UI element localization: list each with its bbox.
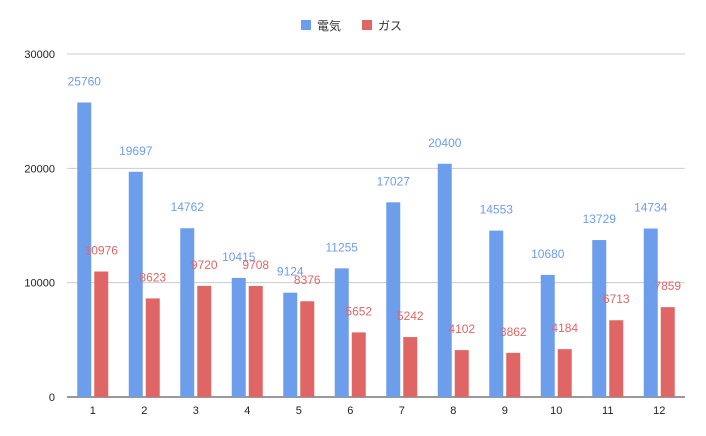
data-label-denki-6: 11255: [326, 240, 359, 254]
data-label-gas-9: 3862: [500, 325, 527, 339]
data-label-gas-6: 5652: [345, 304, 372, 318]
x-tick-label: 1: [90, 405, 96, 417]
bar-gas-11: [609, 320, 624, 397]
x-tick-label: 5: [296, 405, 302, 417]
data-label-gas-3: 9720: [191, 258, 218, 272]
bar-denki-10: [540, 274, 555, 397]
bar-denki-8: [437, 163, 452, 397]
bar-gas-3: [197, 285, 212, 397]
data-label-gas-7: 5242: [397, 309, 424, 323]
x-tick-label: 6: [347, 405, 353, 417]
data-label-denki-4: 10415: [222, 250, 256, 264]
x-axis-ticks: 1 2 3 4 5 6 7 8 9 10 11 12: [90, 405, 666, 417]
bar-denki-4: [231, 277, 246, 397]
x-tick-label: 12: [653, 405, 665, 417]
x-tick-label: 7: [399, 405, 405, 417]
bar-gas-10: [557, 349, 572, 397]
data-label-denki-3: 14762: [171, 200, 205, 214]
data-label-denki-11: 13729: [583, 212, 617, 226]
data-label-gas-8: 4102: [448, 322, 475, 336]
x-tick-label: 11: [602, 405, 613, 417]
data-label-gas-10: 4184: [551, 321, 578, 335]
data-label-denki-8: 20400: [428, 136, 462, 150]
data-label-gas-11: 6713: [603, 292, 630, 306]
bar-denki-7: [386, 202, 401, 397]
bars: [77, 102, 675, 398]
x-tick-label: 10: [550, 405, 562, 417]
bar-gas-2: [145, 298, 160, 397]
bar-gas-5: [300, 301, 315, 397]
data-label-denki-10: 10680: [531, 247, 565, 261]
bar-gas-8: [454, 350, 469, 397]
y-tick-label: 20000: [24, 163, 55, 175]
bar-denki-2: [128, 171, 143, 397]
bar-gas-12: [660, 307, 675, 397]
data-label-denki-9: 14553: [480, 203, 514, 217]
bar-gas-6: [351, 332, 366, 397]
gridlines: [67, 53, 685, 398]
y-axis-ticks: 0 10000 20000 30000: [24, 49, 55, 404]
bar-denki-11: [592, 240, 607, 397]
data-label-denki-1: 25760: [68, 74, 102, 88]
bar-denki-12: [643, 228, 658, 397]
legend-label-gas: ガス: [378, 19, 402, 33]
legend: 電気 ガス: [301, 18, 402, 33]
x-tick-label: 4: [244, 405, 250, 417]
y-tick-label: 10000: [24, 278, 55, 290]
bar-gas-4: [248, 286, 263, 397]
data-label-denki-12: 14734: [634, 201, 668, 215]
y-tick-label: 30000: [24, 49, 55, 61]
data-label-gas-12: 7859: [654, 279, 681, 293]
bar-denki-9: [489, 230, 504, 397]
bar-denki-5: [283, 292, 298, 397]
data-label-denki-7: 17027: [377, 174, 411, 188]
legend-swatch-gas: [362, 20, 372, 30]
x-tick-label: 9: [502, 405, 508, 417]
legend-label-denki: 電気: [317, 18, 341, 33]
x-tick-label: 2: [141, 405, 147, 417]
data-label-denki-5: 9124: [277, 265, 304, 279]
x-tick-label: 3: [193, 405, 199, 417]
legend-swatch-denki: [301, 20, 311, 30]
bar-denki-1: [77, 102, 92, 398]
bar-gas-1: [94, 271, 109, 397]
data-label-denki-2: 19697: [119, 144, 153, 158]
bar-gas-9: [506, 352, 521, 397]
x-tick-label: 8: [450, 405, 456, 417]
data-label-gas-1: 10976: [85, 244, 119, 258]
y-tick-label: 0: [49, 392, 55, 404]
data-label-gas-2: 8623: [139, 270, 166, 284]
data-label-gas-4: 9708: [242, 258, 269, 272]
bar-denki-3: [180, 228, 195, 397]
bar-gas-7: [403, 337, 418, 397]
data-label-gas-5: 8376: [294, 273, 321, 287]
bar-denki-6: [334, 268, 349, 397]
